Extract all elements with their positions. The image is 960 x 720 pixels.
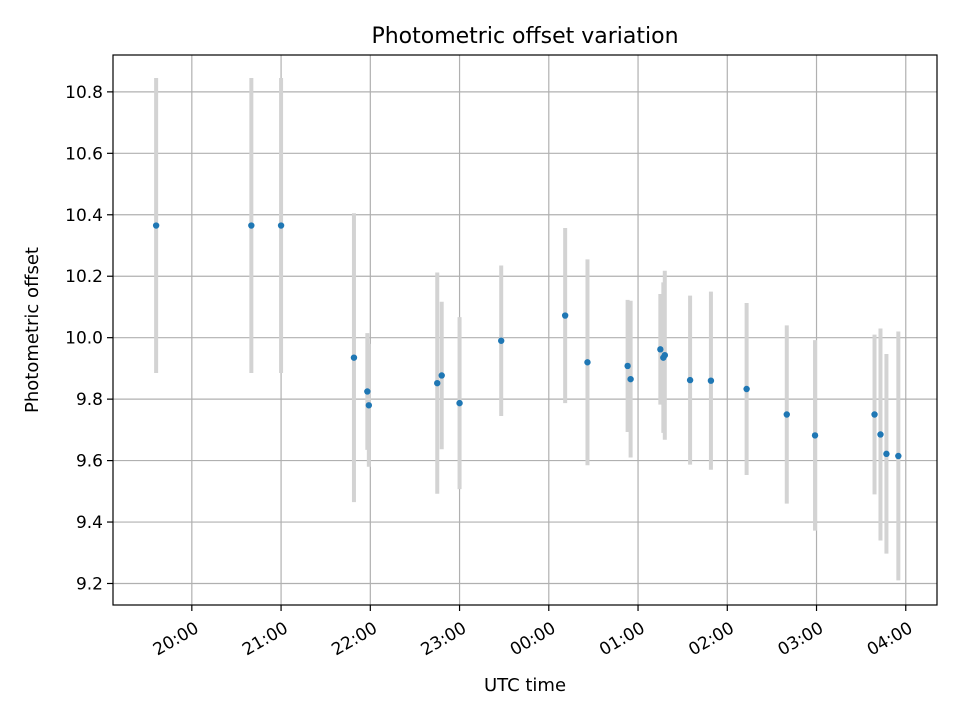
data-point: [743, 385, 750, 393]
data-point: [434, 379, 441, 387]
data-point: [661, 351, 669, 359]
y-tick-label: 10.0: [65, 329, 103, 349]
x-tick-label: 04:00: [864, 618, 916, 660]
data-point: [277, 222, 285, 229]
y-tick-label: 9.2: [76, 574, 103, 594]
data-point: [627, 375, 634, 383]
y-tick-label: 10.6: [65, 144, 103, 164]
y-tick-label: 9.4: [76, 513, 103, 533]
data-point: [561, 312, 569, 319]
x-axis-label: UTC time: [484, 675, 566, 696]
data-point: [152, 222, 160, 229]
data-point: [877, 431, 884, 438]
x-tick-label: 03:00: [775, 618, 827, 660]
chart-title: Photometric offset variation: [371, 24, 678, 49]
x-tick-label: 01:00: [596, 618, 648, 660]
x-tick-label: 23:00: [418, 618, 470, 660]
x-tick-label: 02:00: [685, 618, 737, 660]
data-point: [584, 359, 591, 366]
data-point: [364, 388, 371, 395]
x-tick-label: 21:00: [239, 618, 291, 660]
data-point: [624, 362, 631, 370]
data-point: [657, 346, 664, 353]
data-point: [686, 376, 694, 384]
x-ticks: 20:00 21:00 22:00 23:00 00:00 01:00 02:00 03:00…: [150, 605, 916, 660]
x-tick-label: 00:00: [507, 618, 559, 660]
data-point: [871, 411, 878, 418]
data-point: [883, 450, 890, 458]
plot-frame: [112, 54, 938, 606]
data-point: [350, 354, 358, 361]
data-point: [365, 402, 373, 409]
data-point: [248, 222, 255, 229]
y-tick-label: 9.8: [76, 390, 103, 410]
y-tick-label: 10.8: [65, 83, 103, 103]
y-tick-label: 9.6: [76, 452, 103, 472]
y-ticks: 9.2 9.4 9.6 9.8 10.0 10.2 10.4 10.6 10.8: [65, 83, 113, 594]
data-point: [783, 411, 790, 418]
x-tick-label: 20:00: [150, 618, 202, 660]
y-tick-label: 10.2: [65, 267, 103, 287]
data-point: [498, 337, 505, 344]
data-point: [456, 399, 463, 407]
x-tick-label: 22:00: [328, 618, 380, 660]
data-point: [707, 377, 715, 384]
y-tick-label: 10.4: [65, 206, 103, 226]
y-axis-label: Photometric offset: [22, 247, 43, 413]
markers: [152, 222, 902, 460]
data-point: [811, 432, 819, 439]
data-point: [438, 372, 445, 379]
data-point: [895, 452, 902, 460]
